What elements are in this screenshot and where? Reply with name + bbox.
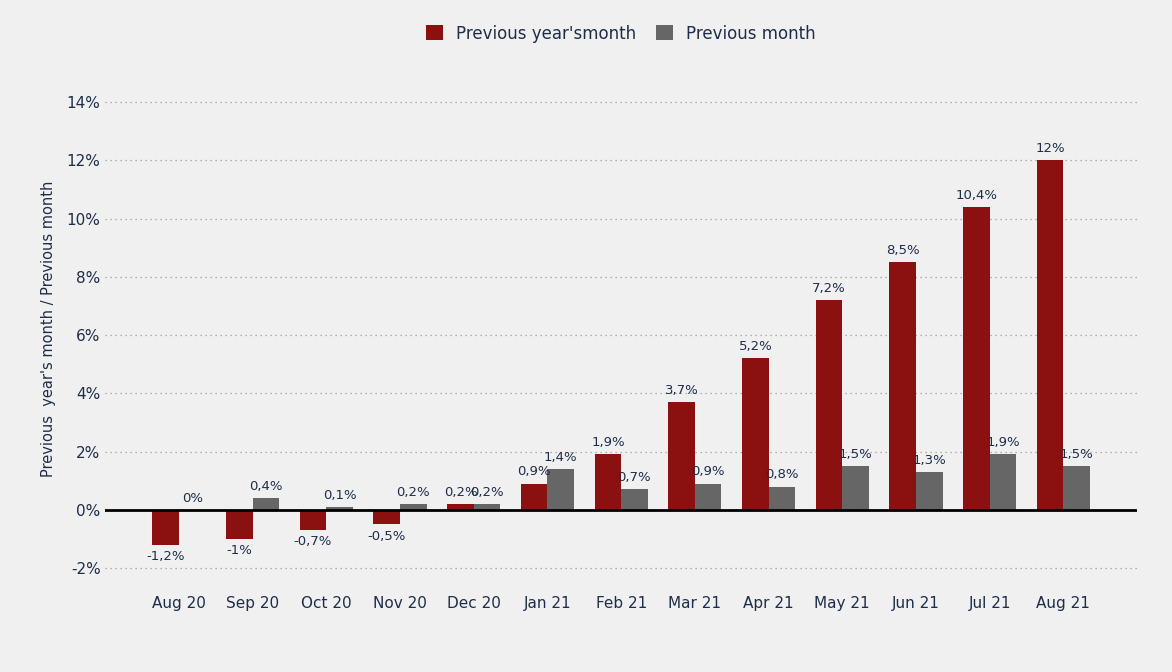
Bar bbox=[843, 466, 868, 510]
Bar bbox=[594, 454, 621, 510]
Text: 8,5%: 8,5% bbox=[886, 244, 920, 257]
Text: -0,7%: -0,7% bbox=[294, 536, 332, 548]
Text: 0,4%: 0,4% bbox=[250, 480, 282, 493]
Text: -0,5%: -0,5% bbox=[368, 530, 406, 542]
Bar bbox=[547, 469, 574, 510]
Bar bbox=[226, 510, 253, 539]
Bar bbox=[374, 510, 400, 524]
Text: 0,2%: 0,2% bbox=[396, 486, 430, 499]
Bar bbox=[668, 402, 695, 510]
Bar bbox=[300, 510, 326, 530]
Text: 1,3%: 1,3% bbox=[912, 454, 946, 467]
Text: 0%: 0% bbox=[182, 492, 203, 505]
Text: 10,4%: 10,4% bbox=[955, 189, 997, 202]
Bar bbox=[963, 207, 989, 510]
Text: 0,2%: 0,2% bbox=[444, 486, 477, 499]
Bar bbox=[520, 484, 547, 510]
Text: 0,9%: 0,9% bbox=[517, 466, 551, 478]
Y-axis label: Previous  year's month / Previous month: Previous year's month / Previous month bbox=[41, 181, 55, 478]
Bar bbox=[448, 504, 473, 510]
Bar bbox=[326, 507, 353, 510]
Bar bbox=[473, 504, 500, 510]
Text: 0,2%: 0,2% bbox=[470, 486, 504, 499]
Bar bbox=[621, 489, 648, 510]
Text: 0,7%: 0,7% bbox=[618, 471, 652, 485]
Text: 1,9%: 1,9% bbox=[986, 436, 1020, 450]
Legend: Previous year'smonth, Previous month: Previous year'smonth, Previous month bbox=[420, 18, 823, 49]
Text: 3,7%: 3,7% bbox=[665, 384, 699, 397]
Text: 1,9%: 1,9% bbox=[591, 436, 625, 450]
Bar bbox=[152, 510, 179, 545]
Bar bbox=[917, 472, 942, 510]
Text: 1,5%: 1,5% bbox=[1059, 448, 1093, 461]
Text: 0,9%: 0,9% bbox=[691, 466, 725, 478]
Bar bbox=[253, 498, 279, 510]
Bar bbox=[400, 504, 427, 510]
Text: -1,2%: -1,2% bbox=[146, 550, 185, 563]
Bar bbox=[816, 300, 843, 510]
Text: -1%: -1% bbox=[226, 544, 252, 557]
Text: 1,4%: 1,4% bbox=[544, 451, 578, 464]
Bar bbox=[989, 454, 1016, 510]
Text: 5,2%: 5,2% bbox=[738, 340, 772, 353]
Bar bbox=[1063, 466, 1090, 510]
Text: 1,5%: 1,5% bbox=[839, 448, 872, 461]
Text: 0,8%: 0,8% bbox=[765, 468, 798, 481]
Bar bbox=[769, 487, 795, 510]
Text: 12%: 12% bbox=[1035, 142, 1065, 155]
Bar bbox=[695, 484, 722, 510]
Text: 7,2%: 7,2% bbox=[812, 282, 846, 295]
Bar bbox=[890, 262, 917, 510]
Bar bbox=[1037, 161, 1063, 510]
Bar bbox=[742, 358, 769, 510]
Text: 0,1%: 0,1% bbox=[322, 489, 356, 502]
